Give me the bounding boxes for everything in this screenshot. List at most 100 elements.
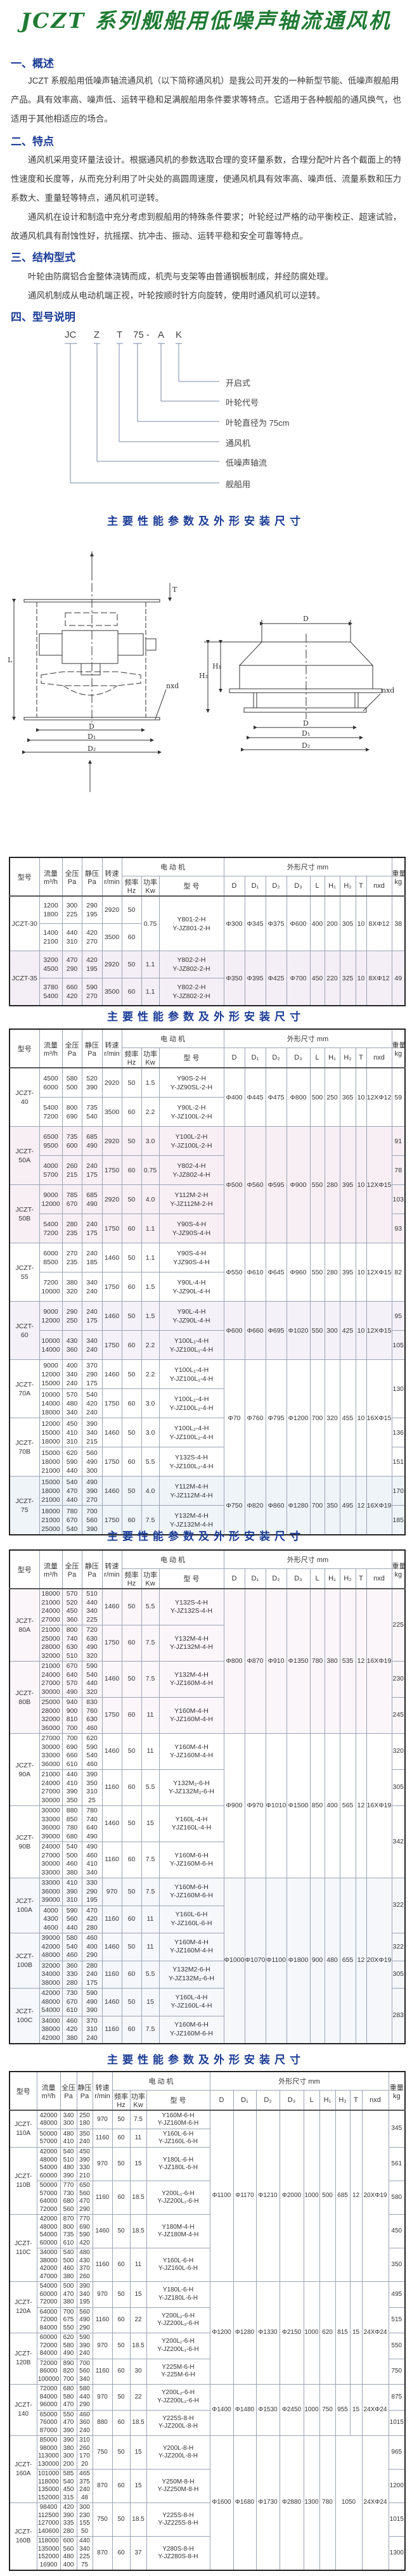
dim-d-cell: Φ1000: [223, 1878, 245, 2044]
motor-model-line: Y90L-4-H: [177, 1278, 206, 1286]
speed-cell: 1160: [101, 1960, 122, 1989]
total-pressure-cell-line: 310: [66, 938, 78, 945]
flow-cell-line: 36000: [41, 1724, 60, 1732]
model-name: JCZT-75: [15, 1497, 34, 1514]
flow-cell-line: 100000: [37, 2375, 60, 2383]
flow-cell-line: 4000: [43, 1906, 58, 1914]
flow-cell-line: 42000: [39, 2111, 58, 2119]
model-cell: JCZT-50A: [9, 1126, 40, 1185]
header-dimensions: 外形尺寸 mm: [209, 2071, 389, 2091]
total-pressure-cell: 300 225: [61, 895, 82, 924]
dim-l-cell: 1000: [303, 2281, 320, 2385]
dim-d2-cell: Φ1210: [255, 2110, 280, 2282]
header-speed-label: 转速: [105, 1562, 119, 1570]
total-pressure-cell-line: 380: [66, 2034, 78, 2042]
total-pressure-cell-line: 340: [63, 2111, 74, 2119]
total-pressure-cell-line: 610: [66, 2006, 78, 2014]
dim-l-cell: 1000: [303, 2384, 320, 2436]
flow-cell-line: 72000: [39, 2298, 58, 2305]
static-pressure-cell-line: 330: [79, 2164, 90, 2171]
speed-cell: 870: [92, 2469, 113, 2503]
power-cell: 7.5: [141, 1878, 160, 1906]
structure-paragraph-2: 通风机制成从电动机端正视，叶轮按顺时针方向旋转，使用时通风机可以逆转。: [28, 291, 325, 300]
total-pressure-cell-line: 225: [66, 911, 78, 918]
header-total-pressure-unit: Pa: [64, 2092, 73, 2100]
flow-cell-line: 48000: [39, 2120, 58, 2127]
frequency-cell: 50: [112, 2214, 131, 2248]
flow-cell-line: 84000: [39, 2324, 58, 2331]
static-pressure-cell-line: 540: [86, 1670, 98, 1679]
table-row: 24000 27000 30000 33000 540 500 460 380 490 460 41…: [10, 1842, 406, 1878]
flow-cell-line: 14000: [41, 1399, 60, 1407]
total-pressure-cell: 440 410 390 350: [61, 1769, 82, 1806]
total-pressure-cell-line: 290: [66, 965, 78, 973]
dim-d3-cell: Φ1020: [286, 1301, 311, 1360]
static-pressure-cell: 240 185: [81, 1243, 103, 1272]
flow-cell-line: 18000: [41, 1437, 60, 1445]
total-pressure-cell-line: 440: [66, 1923, 78, 1932]
model-name: JCZT-160B: [15, 2528, 32, 2544]
dim-nxd-cell: 12XΦ12: [366, 1067, 392, 1127]
weight-cell: 1015: [388, 2409, 406, 2436]
flow-cell-line: 21000: [41, 1496, 60, 1504]
static-pressure-cell-line: 465: [79, 2470, 90, 2477]
motor-model-cell: Y802-2-H Y-JZ802-2-H: [158, 951, 224, 978]
dim-d1-cell: Φ870: [244, 1588, 266, 1734]
static-pressure-cell-line: 330: [86, 1879, 98, 1887]
header-total-pressure-label: 全压: [65, 1041, 79, 1049]
dim-d1-cell: Φ1070: [244, 1878, 266, 2044]
model-cell: JCZT-100B: [9, 1933, 40, 1989]
static-pressure-cell-line: 480: [79, 2249, 90, 2256]
header-flow: 流量 m³/h: [36, 2071, 61, 2111]
frequency-cell: 50: [112, 2281, 131, 2308]
flow-cell: 6500 9500: [39, 1126, 63, 1156]
total-pressure-cell: 400 340 240: [61, 1359, 82, 1389]
flow-cell: 50000 57000: [36, 2129, 61, 2148]
flow-cell-line: 15000: [41, 1449, 60, 1457]
static-pressure-cell-line: 770: [79, 2215, 90, 2222]
total-pressure-cell-line: 780: [66, 1507, 78, 1515]
static-pressure-cell-line: 290: [86, 1370, 98, 1378]
total-pressure-cell-line: 580: [66, 1934, 78, 1942]
spec-table-4: 型号 流量 m³/h 全压 Pa 静压 Pa 转速 r/min 电 动 机外形尺寸 mm 重量 kg 频…: [9, 2071, 406, 2571]
header-static-pressure-label: 静压: [85, 1041, 99, 1049]
dim-d3-cell: Φ1500: [286, 1733, 311, 1878]
motor-model-line: Y200L₁-6-H: [162, 2338, 195, 2345]
total-pressure-cell-line: 335: [63, 2520, 74, 2527]
model-cell: JCZT-140: [9, 2384, 37, 2436]
flow-cell: 42000 48000 54000 60000: [36, 2147, 61, 2181]
total-pressure-cell-line: 410: [66, 1428, 78, 1437]
header-static-pressure-unit: Pa: [87, 1570, 96, 1579]
dim-nxd-cell: 16XΦ19: [366, 1733, 392, 1878]
static-pressure-cell-line: 240: [79, 2350, 90, 2357]
total-pressure-cell: 540 500 460 380: [61, 1842, 82, 1878]
frequency-cell: 50: [121, 1067, 142, 1098]
header-dim-d1: D₁: [233, 2090, 257, 2111]
total-pressure-cell: 340 300: [60, 2110, 77, 2129]
motor-model-line: Y100L₁-4-H: [174, 1336, 209, 1345]
flow-cell: 12000 15000 18000: [39, 1418, 63, 1447]
table-row: 50000 57000 480 410 350 240 1160 60 11 Y160L-6-H Y…: [10, 2129, 406, 2148]
total-pressure-cell-line: 510: [66, 1651, 78, 1660]
header-weight-unit: kg: [392, 2092, 401, 2100]
flow-cell-line: 42000: [41, 1989, 60, 1997]
motor-model-line: Y-JZ802-2-H: [172, 992, 210, 1000]
dim-t-cell: 15: [349, 2281, 363, 2385]
frequency-cell: 60: [121, 1272, 142, 1302]
weight-cell: 450: [388, 2214, 406, 2248]
total-pressure-cell-line: 880: [66, 1807, 78, 1814]
total-pressure-cell: 480 410: [60, 2129, 77, 2148]
flow-cell-line: 135000: [37, 2545, 60, 2553]
dim-d-cell: Φ550: [223, 1243, 245, 1302]
header-flow: 流量 m³/h: [39, 1028, 63, 1068]
total-pressure-cell-line: 870: [63, 2215, 74, 2222]
header-weight: 重量 kg: [391, 1028, 406, 1068]
motor-model-line: Y-JZ802-2-H: [172, 965, 210, 973]
speed-cell: 1160: [92, 2181, 113, 2215]
model-cell: JCZT-90B: [9, 1805, 40, 1878]
dim-d1-cell: Φ760: [244, 1359, 266, 1477]
total-pressure-cell-line: 300: [66, 902, 78, 909]
static-pressure-cell-line: 240: [79, 2486, 90, 2493]
power-cell: 7.5: [141, 2015, 160, 2044]
total-pressure-cell-line: 235: [66, 1229, 78, 1237]
